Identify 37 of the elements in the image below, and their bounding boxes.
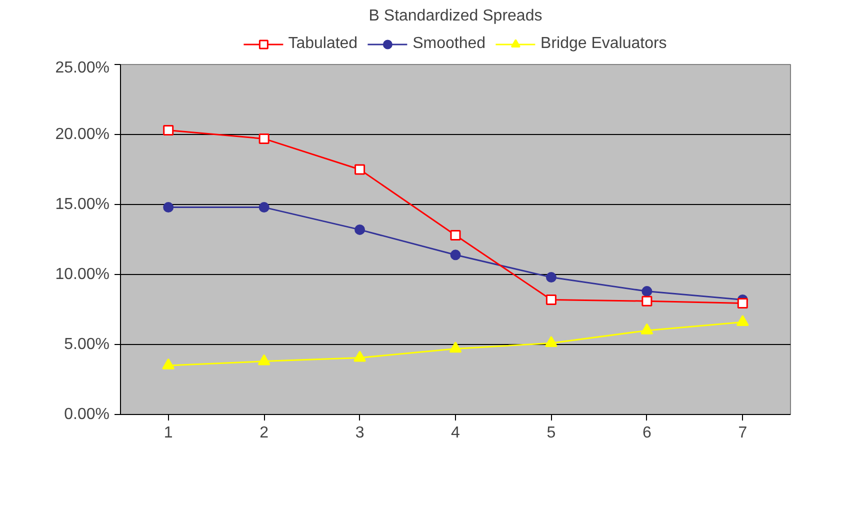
y-tick-label: 20.00% — [55, 126, 110, 143]
point — [642, 286, 652, 297]
point — [163, 125, 174, 136]
point — [642, 296, 652, 306]
y-tick-label: 25.00% — [55, 60, 110, 76]
y-tick-label: 5.00% — [64, 336, 110, 353]
legend-label: Bridge Evaluators — [540, 35, 667, 53]
point — [640, 323, 654, 334]
point — [354, 224, 366, 235]
point — [450, 250, 461, 260]
x-tick-label: 4 — [451, 424, 460, 442]
point — [449, 342, 462, 353]
x-tick-label: 1 — [164, 424, 173, 442]
x-tick-label: 2 — [260, 424, 269, 442]
point — [354, 164, 366, 175]
point — [258, 354, 270, 366]
point — [162, 358, 175, 370]
point — [544, 336, 558, 348]
y-tick-label: 0.00% — [64, 406, 110, 423]
x-tick-label: 7 — [738, 424, 748, 442]
point — [546, 272, 556, 283]
y-tick-label: 10.00% — [55, 266, 110, 283]
point — [736, 315, 749, 326]
legend-label: Smoothed — [412, 35, 486, 53]
point — [354, 350, 366, 362]
point — [258, 133, 270, 144]
point — [737, 298, 748, 308]
x-tick-label: 3 — [355, 424, 364, 442]
point — [546, 294, 556, 305]
y-tick-label: 15.00% — [55, 196, 110, 213]
point — [258, 202, 270, 213]
legend-label: Tabulated — [288, 35, 358, 53]
x-tick-label: 6 — [642, 424, 652, 442]
point — [450, 230, 461, 241]
chart-title: B Standardized Spreads — [368, 8, 542, 24]
point — [163, 202, 174, 213]
x-tick-label: 5 — [546, 424, 556, 442]
